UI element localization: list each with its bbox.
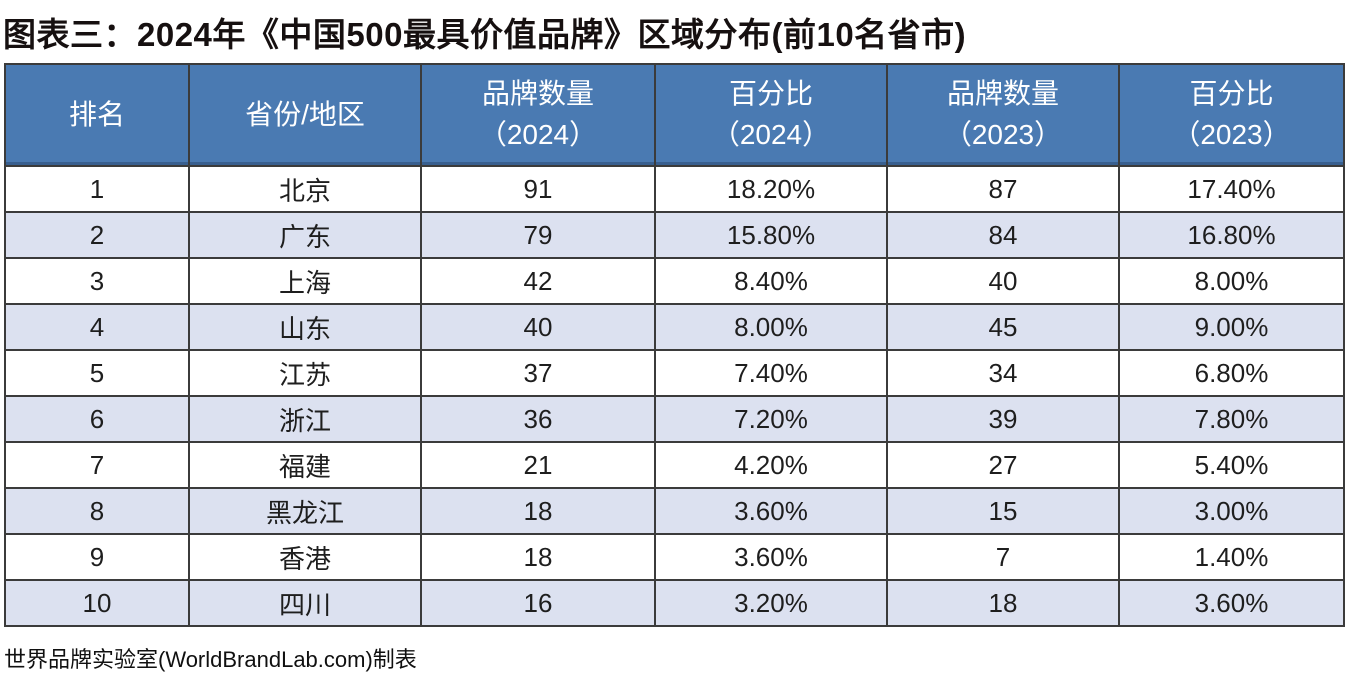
table-row: 8 黑龙江 18 3.60% 15 3.00% xyxy=(4,487,1345,535)
cell-pct-2023: 5.40% xyxy=(1118,441,1345,489)
header-label: 品牌数量 xyxy=(946,78,1059,110)
cell-pct-2024: 15.80% xyxy=(654,211,888,259)
cell-count-2023: 87 xyxy=(886,165,1120,213)
cell-count-2023: 15 xyxy=(886,487,1120,535)
cell-pct-2023: 17.40% xyxy=(1118,165,1345,213)
header-sublabel: （2023） xyxy=(943,119,1063,150)
cell-province: 上海 xyxy=(188,257,422,305)
cell-count-2024: 42 xyxy=(420,257,656,305)
cell-count-2024: 37 xyxy=(420,349,656,397)
cell-pct-2024: 7.40% xyxy=(654,349,888,397)
cell-count-2023: 34 xyxy=(886,349,1120,397)
cell-count-2023: 84 xyxy=(886,211,1120,259)
header-sublabel: （2024） xyxy=(478,119,598,150)
cell-pct-2024: 18.20% xyxy=(654,165,888,213)
cell-province: 浙江 xyxy=(188,395,422,443)
header-sublabel: （2024） xyxy=(711,119,831,150)
cell-rank: 3 xyxy=(4,257,190,305)
cell-pct-2023: 16.80% xyxy=(1118,211,1345,259)
cell-count-2024: 16 xyxy=(420,579,656,627)
cell-count-2023: 7 xyxy=(886,533,1120,581)
table-row: 3 上海 42 8.40% 40 8.00% xyxy=(4,257,1345,305)
cell-pct-2023: 3.00% xyxy=(1118,487,1345,535)
table-row: 1 北京 91 18.20% 87 17.40% xyxy=(4,165,1345,213)
cell-pct-2023: 7.80% xyxy=(1118,395,1345,443)
col-header-brand-count-2024: 品牌数量 （2024） xyxy=(420,63,656,167)
cell-rank: 9 xyxy=(4,533,190,581)
table-row: 5 江苏 37 7.40% 34 6.80% xyxy=(4,349,1345,397)
cell-rank: 4 xyxy=(4,303,190,351)
cell-pct-2023: 6.80% xyxy=(1118,349,1345,397)
cell-pct-2024: 7.20% xyxy=(654,395,888,443)
cell-count-2023: 18 xyxy=(886,579,1120,627)
source-note: 世界品牌实验室(WorldBrandLab.com)制表 xyxy=(4,647,417,672)
cell-count-2024: 91 xyxy=(420,165,656,213)
cell-province: 山东 xyxy=(188,303,422,351)
cell-pct-2024: 3.20% xyxy=(654,579,888,627)
cell-province: 福建 xyxy=(188,441,422,489)
cell-rank: 1 xyxy=(4,165,190,213)
cell-pct-2024: 8.00% xyxy=(654,303,888,351)
cell-rank: 10 xyxy=(4,579,190,627)
cell-count-2024: 18 xyxy=(420,487,656,535)
cell-pct-2024: 4.20% xyxy=(654,441,888,489)
col-header-brand-count-2023: 品牌数量 （2023） xyxy=(886,63,1120,167)
cell-count-2023: 45 xyxy=(886,303,1120,351)
cell-count-2024: 21 xyxy=(420,441,656,489)
cell-province: 四川 xyxy=(188,579,422,627)
col-header-rank: 排名 xyxy=(4,63,190,167)
cell-pct-2023: 3.60% xyxy=(1118,579,1345,627)
table-row: 2 广东 79 15.80% 84 16.80% xyxy=(4,211,1345,259)
table-row: 9 香港 18 3.60% 7 1.40% xyxy=(4,533,1345,581)
cell-province: 黑龙江 xyxy=(188,487,422,535)
table-row: 7 福建 21 4.20% 27 5.40% xyxy=(4,441,1345,489)
cell-pct-2023: 9.00% xyxy=(1118,303,1345,351)
cell-province: 江苏 xyxy=(188,349,422,397)
cell-rank: 6 xyxy=(4,395,190,443)
cell-province: 香港 xyxy=(188,533,422,581)
cell-rank: 8 xyxy=(4,487,190,535)
figure-title: 图表三：2024年《中国500最具价值品牌》区域分布(前10名省市) xyxy=(3,16,967,53)
table-row: 10 四川 16 3.20% 18 3.60% xyxy=(4,579,1345,627)
cell-count-2023: 39 xyxy=(886,395,1120,443)
brand-distribution-table: 排名 省份/地区 品牌数量 （2024） 百分比 （2024） 品牌数量 xyxy=(4,63,1345,627)
header-label: 百分比 xyxy=(728,78,813,110)
cell-count-2024: 36 xyxy=(420,395,656,443)
cell-count-2023: 40 xyxy=(886,257,1120,305)
table-body: 1 北京 91 18.20% 87 17.40% 2 广东 79 15.80% … xyxy=(4,165,1345,627)
cell-province: 广东 xyxy=(188,211,422,259)
header-sublabel: （2023） xyxy=(1172,119,1291,150)
col-header-province: 省份/地区 xyxy=(188,63,422,167)
header-label: 百分比 xyxy=(1189,78,1274,110)
col-header-percentage-2023: 百分比 （2023） xyxy=(1118,63,1345,167)
header-label: 品牌数量 xyxy=(481,78,594,110)
cell-pct-2023: 8.00% xyxy=(1118,257,1345,305)
cell-pct-2023: 1.40% xyxy=(1118,533,1345,581)
cell-province: 北京 xyxy=(188,165,422,213)
header-row: 排名 省份/地区 品牌数量 （2024） 百分比 （2024） 品牌数量 xyxy=(4,63,1345,167)
header-label: 省份/地区 xyxy=(245,98,365,130)
cell-pct-2024: 3.60% xyxy=(654,487,888,535)
cell-pct-2024: 8.40% xyxy=(654,257,888,305)
col-header-percentage-2024: 百分比 （2024） xyxy=(654,63,888,167)
table-header: 排名 省份/地区 品牌数量 （2024） 百分比 （2024） 品牌数量 xyxy=(4,63,1345,167)
header-label: 排名 xyxy=(68,98,125,130)
cell-count-2024: 40 xyxy=(420,303,656,351)
cell-rank: 5 xyxy=(4,349,190,397)
table-row: 6 浙江 36 7.20% 39 7.80% xyxy=(4,395,1345,443)
cell-rank: 2 xyxy=(4,211,190,259)
cell-count-2024: 18 xyxy=(420,533,656,581)
cell-count-2024: 79 xyxy=(420,211,656,259)
table-row: 4 山东 40 8.00% 45 9.00% xyxy=(4,303,1345,351)
cell-rank: 7 xyxy=(4,441,190,489)
cell-pct-2024: 3.60% xyxy=(654,533,888,581)
cell-count-2023: 27 xyxy=(886,441,1120,489)
